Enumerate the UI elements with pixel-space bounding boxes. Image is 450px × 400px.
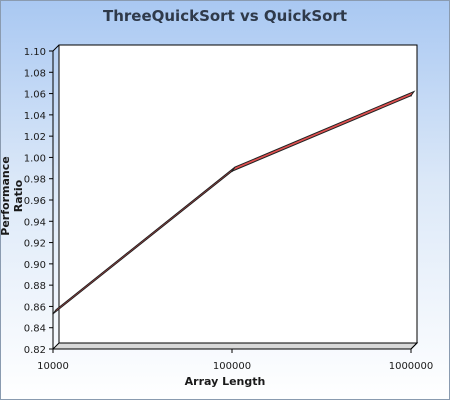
axis-depth-edge [52,44,60,52]
y-tick-label: 1.04 [24,111,46,122]
y-tick-label: 1.02 [24,132,46,143]
data-point [410,94,412,97]
y-tick-label: 0.88 [24,281,46,292]
series-segment [230,90,416,173]
data-point [231,170,233,173]
x-tick-label: 1000000 [389,361,434,372]
y-tick-label: 0.90 [24,260,46,271]
data-point [52,313,54,315]
y-tick-label: 1.10 [24,47,46,58]
y-tick-label: 1.08 [24,68,46,79]
x-tick-label: 10000 [37,361,69,372]
x-tick-label: 100000 [213,361,251,372]
plot-back-wall [58,44,418,344]
y-tick-label: 0.94 [24,217,46,228]
y-tick-label: 0.84 [24,324,46,335]
x-axis-label: Array Length [184,375,266,388]
y-tick-label: 0.82 [24,345,46,356]
y-tick-label: 1.06 [24,90,46,101]
axis-depth-edge [410,342,418,350]
y-tick-label: 0.98 [24,175,46,186]
y-tick-label: 0.86 [24,302,46,313]
y-tick-label: 0.92 [24,239,46,250]
plot-floor [51,342,419,350]
chart-title: ThreeQuickSort vs QuickSort [102,7,348,25]
y-tick-label: 0.96 [24,196,46,207]
y-tick-label: 1.00 [24,153,46,164]
